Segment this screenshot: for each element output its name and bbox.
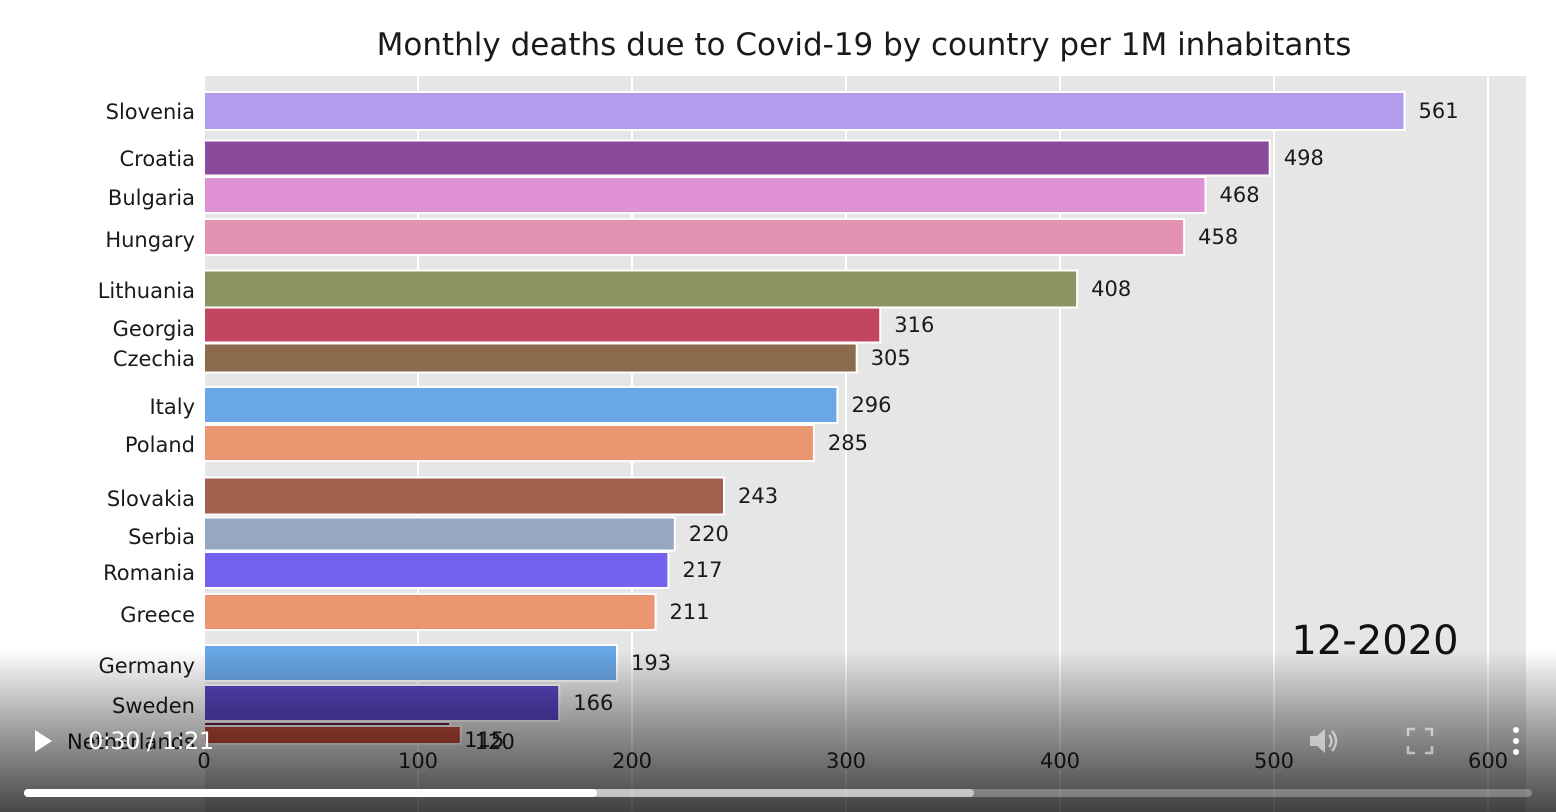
bar bbox=[203, 644, 619, 682]
category-label: Croatia bbox=[120, 147, 196, 171]
bar bbox=[203, 139, 1271, 177]
category-label: Slovenia bbox=[106, 100, 195, 124]
x-tick-label: 400 bbox=[1040, 749, 1080, 773]
value-label: 296 bbox=[851, 393, 891, 417]
play-button[interactable] bbox=[30, 727, 56, 755]
play-icon bbox=[35, 730, 52, 752]
progress-played bbox=[24, 789, 598, 797]
time-display: 0:30 / 1:21 bbox=[88, 727, 214, 755]
value-label: 220 bbox=[689, 522, 729, 546]
category-label: Italy bbox=[149, 395, 195, 419]
value-label: 243 bbox=[738, 484, 778, 508]
x-tick-label: 100 bbox=[398, 749, 438, 773]
value-label: 468 bbox=[1220, 183, 1260, 207]
value-label: 193 bbox=[631, 651, 671, 675]
bar bbox=[203, 386, 839, 424]
value-label: 408 bbox=[1091, 277, 1131, 301]
category-label: Slovakia bbox=[107, 487, 195, 511]
category-label: Greece bbox=[120, 603, 195, 627]
more-options-button[interactable] bbox=[1499, 724, 1533, 758]
value-label: 211 bbox=[670, 600, 710, 624]
value-label: 120 bbox=[475, 730, 515, 754]
bar bbox=[203, 218, 1186, 256]
period-label: 12-2020 bbox=[1291, 618, 1458, 664]
bar bbox=[203, 269, 1079, 309]
value-label: 217 bbox=[682, 558, 722, 582]
category-label: Czechia bbox=[113, 347, 195, 371]
value-label: 285 bbox=[828, 431, 868, 455]
bar bbox=[203, 342, 858, 374]
value-label: 458 bbox=[1198, 225, 1238, 249]
value-label: 561 bbox=[1419, 99, 1459, 123]
category-label: Lithuania bbox=[98, 279, 195, 303]
bar bbox=[203, 176, 1207, 214]
value-label: 498 bbox=[1284, 146, 1324, 170]
category-label: Georgia bbox=[113, 317, 195, 341]
category-label: Sweden bbox=[112, 694, 195, 718]
bar bbox=[203, 593, 657, 631]
fullscreen-icon bbox=[1406, 727, 1434, 755]
bars bbox=[203, 91, 1406, 745]
category-label: Hungary bbox=[105, 228, 195, 252]
bar bbox=[203, 91, 1406, 131]
bar bbox=[203, 476, 726, 516]
bar bbox=[203, 516, 676, 552]
more-options-icon bbox=[1513, 727, 1519, 755]
bar bbox=[203, 424, 815, 462]
progress-bar[interactable] bbox=[24, 789, 1532, 797]
category-label: Poland bbox=[125, 433, 195, 457]
chart-title: Monthly deaths due to Covid-19 by countr… bbox=[377, 27, 1352, 63]
bar bbox=[203, 306, 882, 344]
category-label: Serbia bbox=[128, 525, 195, 549]
bar bbox=[203, 551, 670, 589]
value-label: 305 bbox=[871, 346, 911, 370]
fullscreen-button[interactable] bbox=[1403, 724, 1437, 758]
value-label: 316 bbox=[894, 313, 934, 337]
x-tick-label: 300 bbox=[826, 749, 866, 773]
x-tick-label: 200 bbox=[612, 749, 652, 773]
value-label: 166 bbox=[573, 691, 613, 715]
category-labels: Slovenia Croatia Bulgaria Hungary Lithuania G… bbox=[67, 100, 195, 754]
x-tick-label: 500 bbox=[1254, 749, 1294, 773]
bar bbox=[203, 725, 462, 745]
category-label: Germany bbox=[98, 654, 195, 678]
category-label: Bulgaria bbox=[108, 186, 195, 210]
bar bbox=[203, 684, 561, 722]
category-label: Romania bbox=[103, 561, 195, 585]
volume-icon bbox=[1310, 729, 1338, 753]
volume-button[interactable] bbox=[1307, 724, 1341, 758]
